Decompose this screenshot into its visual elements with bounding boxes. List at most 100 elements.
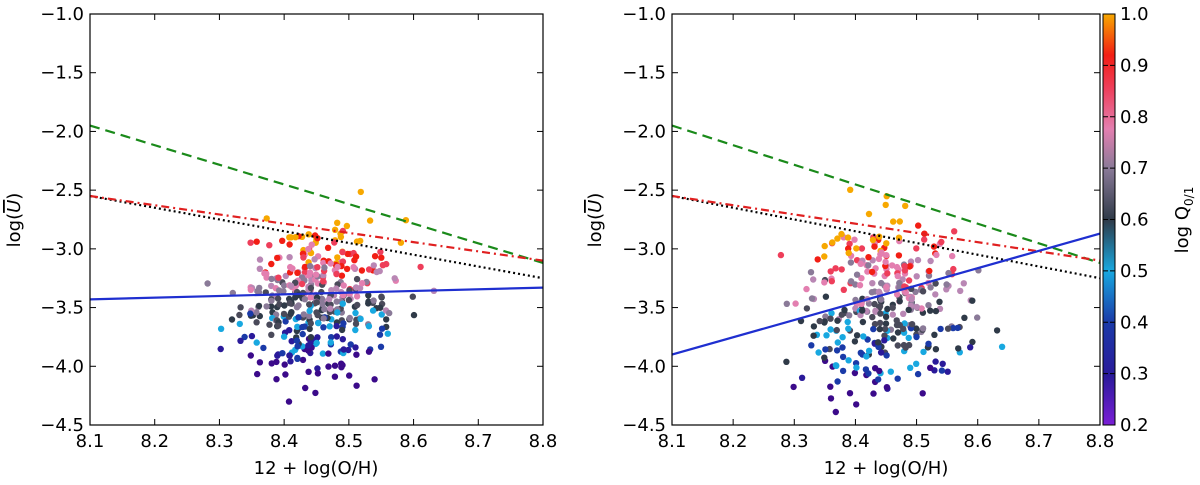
data-point	[281, 361, 288, 368]
x-tick-label: 8.8	[529, 431, 558, 452]
data-point	[248, 332, 256, 340]
data-point	[882, 320, 890, 327]
data-point	[337, 233, 345, 241]
data-point	[864, 268, 871, 275]
data-point	[808, 295, 816, 302]
x-axis-label-left: 12 + log(O/H)	[254, 458, 379, 479]
data-point	[294, 354, 301, 362]
data-point	[285, 398, 293, 405]
data-point	[884, 270, 891, 277]
data-point	[320, 278, 327, 285]
data-point	[286, 299, 293, 307]
data-point	[927, 364, 934, 371]
data-point	[370, 262, 377, 269]
y-tick-label: −4.5	[40, 415, 84, 436]
data-point	[846, 390, 854, 397]
data-point	[865, 254, 872, 261]
data-point	[357, 188, 364, 196]
data-point	[274, 254, 281, 262]
data-point	[293, 337, 301, 344]
data-point	[352, 320, 360, 327]
data-point	[878, 249, 885, 256]
data-point	[339, 361, 346, 369]
data-point	[893, 317, 900, 324]
data-point	[320, 324, 327, 331]
data-point	[300, 254, 307, 261]
scatter-points-left	[204, 188, 438, 405]
data-point	[383, 260, 390, 268]
data-point	[409, 293, 416, 300]
data-point	[371, 253, 379, 260]
data-point	[863, 353, 870, 360]
data-point	[878, 279, 885, 287]
colorbar: 1.0 0.9 0.8 0.7 0.6 0.5 0.4 0.3 0.2 log Q0/1	[1102, 4, 1196, 436]
data-point	[857, 349, 864, 356]
data-point	[889, 311, 896, 318]
y-axis-label-right: log(U)	[585, 193, 606, 248]
data-point	[838, 230, 845, 238]
data-point	[871, 320, 879, 328]
data-point	[320, 315, 327, 322]
data-point	[365, 323, 373, 330]
data-point	[882, 258, 889, 266]
data-point	[955, 345, 962, 352]
data-point	[913, 303, 920, 311]
data-point	[957, 287, 964, 295]
data-point	[865, 347, 873, 354]
data-point	[340, 346, 347, 353]
data-point	[294, 323, 301, 330]
y-tick-label: −4.0	[40, 356, 84, 377]
data-point	[894, 329, 902, 336]
colorbar-tick-label: 0.9	[1120, 55, 1149, 76]
data-point	[871, 243, 878, 250]
data-point	[378, 311, 385, 318]
data-point	[846, 240, 853, 247]
data-point	[931, 331, 938, 338]
data-point	[305, 347, 312, 354]
data-point	[314, 334, 321, 341]
data-point	[280, 282, 288, 289]
data-point	[339, 248, 346, 256]
data-point	[823, 332, 830, 339]
data-point	[314, 311, 321, 319]
data-point	[287, 310, 294, 317]
data-point	[877, 310, 884, 317]
data-point	[343, 265, 351, 273]
data-point	[282, 371, 289, 378]
line-dashdot	[672, 194, 1100, 262]
data-point	[266, 321, 273, 328]
data-point	[315, 319, 322, 327]
data-point	[343, 222, 351, 230]
data-point	[919, 390, 926, 397]
data-point	[876, 319, 884, 327]
data-point	[887, 368, 894, 375]
data-point	[828, 278, 835, 285]
data-point	[845, 325, 852, 332]
data-point	[391, 275, 398, 282]
data-point	[345, 296, 353, 304]
data-point	[241, 333, 248, 341]
data-point	[895, 252, 903, 259]
data-point	[810, 332, 817, 339]
data-point	[894, 342, 901, 349]
data-point	[833, 362, 840, 369]
data-point	[914, 370, 922, 378]
x-tick-label: 8.8	[1086, 431, 1115, 452]
data-point	[302, 384, 309, 392]
y-tick-label: −2.5	[40, 180, 84, 201]
data-point	[803, 305, 811, 312]
data-point	[870, 325, 877, 333]
data-point	[373, 268, 380, 276]
data-point	[845, 249, 852, 257]
colorbar-label: log Q0/1	[1172, 187, 1196, 254]
data-point	[853, 332, 861, 339]
data-point	[282, 318, 289, 325]
data-point	[853, 245, 860, 252]
data-point	[327, 339, 334, 346]
data-point	[839, 334, 846, 341]
data-point	[358, 267, 366, 274]
data-point	[333, 333, 340, 340]
data-point	[255, 302, 263, 310]
x-tick-label: 8.4	[841, 431, 870, 452]
data-point	[949, 324, 957, 332]
